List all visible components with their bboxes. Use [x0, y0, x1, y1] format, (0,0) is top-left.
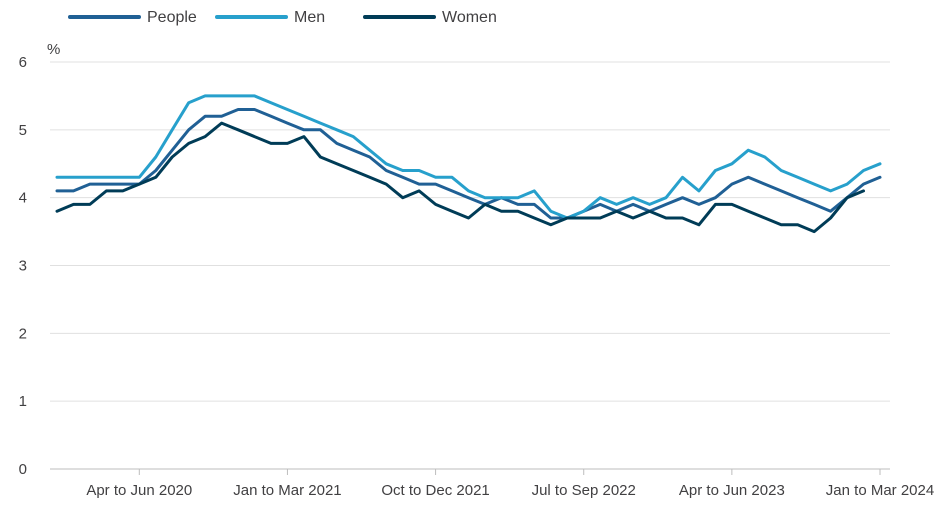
legend-label-people: People [147, 9, 197, 26]
y-tick-label: 6 [19, 54, 27, 71]
x-tick-label: Jan to Mar 2021 [233, 482, 341, 499]
x-tick-label: Apr to Jun 2023 [679, 482, 785, 499]
x-tick-label: Apr to Jun 2020 [86, 482, 192, 499]
legend-label-men: Men [294, 9, 325, 26]
gridlines [50, 61, 890, 470]
y-tick-label: 1 [19, 393, 27, 410]
y-tick-label: 0 [19, 461, 27, 478]
y-axis: 0 1 2 3 4 5 6% [19, 41, 61, 478]
legend: People Men Women [68, 9, 497, 26]
legend-label-women: Women [442, 9, 497, 26]
y-tick-label: 2 [19, 325, 27, 342]
y-tick-label: 4 [19, 190, 27, 207]
y-tick-label: 5 [19, 122, 27, 139]
y-axis-unit-label: % [47, 41, 60, 58]
series-layer [55, 94, 882, 234]
y-tick-label: 3 [19, 258, 27, 275]
series-line-women [55, 121, 865, 234]
x-tick-label: Oct to Dec 2021 [381, 482, 489, 499]
series-line-people [55, 108, 882, 220]
x-tick-label: Jan to Mar 2024 [826, 482, 934, 499]
series-line-men [55, 94, 882, 220]
x-tick-label: Jul to Sep 2022 [532, 482, 636, 499]
x-axis: Apr to Jun 2020 Jan to Mar 2021 Oct to Dec… [86, 469, 934, 499]
